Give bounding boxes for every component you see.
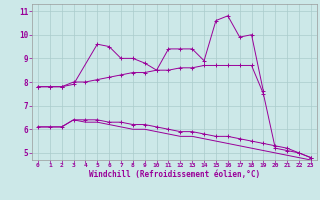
- X-axis label: Windchill (Refroidissement éolien,°C): Windchill (Refroidissement éolien,°C): [89, 170, 260, 179]
